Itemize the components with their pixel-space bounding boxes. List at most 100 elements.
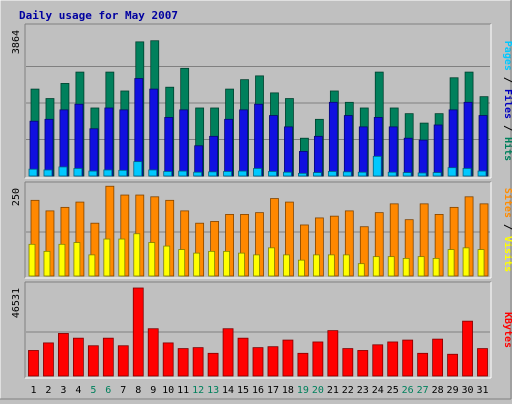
bar-pages-day-31 xyxy=(477,170,487,177)
chart-title: Daily usage for May 2007 xyxy=(19,9,178,22)
bar-pages-day-15 xyxy=(238,170,247,177)
bar-kbytes-day-23 xyxy=(357,350,369,377)
bar-kbytes-day-17 xyxy=(267,346,279,377)
series-sites xyxy=(28,233,485,277)
bar-pages-day-28 xyxy=(432,172,442,177)
x-tick-label-day-21: 21 xyxy=(327,385,339,396)
bar-sites-day-10 xyxy=(163,245,171,277)
bar-kbytes-day-11 xyxy=(177,348,189,377)
bar-files-day-31 xyxy=(478,115,488,177)
bar-sites-day-8 xyxy=(133,233,141,277)
bar-pages-day-20 xyxy=(312,172,322,177)
x-tick-label-day-26: 26 xyxy=(402,385,414,396)
legend-entry: Files xyxy=(502,89,512,119)
bar-kbytes-day-25 xyxy=(387,341,399,377)
bar-sites-day-26 xyxy=(402,257,410,277)
bar-pages-day-21 xyxy=(327,171,337,177)
bar-files-day-12 xyxy=(194,145,204,177)
legend: Pages / Files / Hits xyxy=(502,41,512,161)
bar-sites-day-21 xyxy=(327,254,335,277)
bar-sites-day-29 xyxy=(447,249,455,277)
x-tick-label-day-31: 31 xyxy=(476,385,488,396)
bar-files-day-6 xyxy=(104,107,114,177)
x-axis-day-labels: 1 2 3 4 5 6 7 8 9 10 11 12 13 14 15 16 17 18 19 20 21 22 23 24 2… xyxy=(30,385,488,396)
bar-files-day-10 xyxy=(164,117,174,177)
bar-kbytes-day-27 xyxy=(417,352,429,377)
bar-kbytes-day-7 xyxy=(117,345,129,377)
bar-kbytes-day-29 xyxy=(447,353,458,377)
legend-entry: KBytes xyxy=(502,312,512,348)
bar-kbytes-day-9 xyxy=(147,328,159,377)
series-kbytes xyxy=(28,287,488,377)
x-tick-label-day-8: 8 xyxy=(135,385,141,396)
bar-pages-day-26 xyxy=(402,172,412,177)
bar-sites-day-7 xyxy=(118,238,126,277)
bar-kbytes-day-31 xyxy=(477,348,488,377)
bar-kbytes-day-16 xyxy=(252,347,264,377)
x-tick-label-day-29: 29 xyxy=(447,385,459,396)
bar-files-day-25 xyxy=(388,126,398,177)
bar-pages-day-8 xyxy=(133,161,143,177)
bar-sites-day-16 xyxy=(253,254,260,277)
bar-pages-day-19 xyxy=(298,172,307,177)
x-tick-label-day-2: 2 xyxy=(45,385,51,396)
bar-files-day-28 xyxy=(433,124,443,177)
bar-files-day-16 xyxy=(254,103,263,177)
bar-pages-day-2 xyxy=(43,169,53,177)
bar-sites-day-3 xyxy=(58,243,66,277)
bar-sites-day-4 xyxy=(73,242,81,277)
bar-sites-day-9 xyxy=(148,242,156,277)
x-tick-label-day-24: 24 xyxy=(372,385,384,396)
bar-kbytes-day-8 xyxy=(132,287,144,377)
bar-pages-day-6 xyxy=(103,169,113,177)
bar-files-day-9 xyxy=(149,88,159,177)
bar-sites-day-23 xyxy=(357,263,365,277)
legend-entry: / xyxy=(502,218,512,236)
bar-sites-day-6 xyxy=(103,238,111,277)
x-tick-label-day-5: 5 xyxy=(90,385,96,396)
bar-files-day-1 xyxy=(29,120,39,177)
x-tick-label-day-15: 15 xyxy=(237,385,249,396)
bar-sites-day-2 xyxy=(43,250,51,277)
legend-entry: Hits xyxy=(502,137,512,161)
bar-pages-day-7 xyxy=(118,169,128,177)
bar-sites-day-20 xyxy=(312,254,320,277)
bar-kbytes-day-13 xyxy=(207,352,219,377)
bar-pages-day-17 xyxy=(268,171,277,177)
bar-pages-day-30 xyxy=(462,168,472,177)
x-tick-label-day-23: 23 xyxy=(357,385,369,396)
bar-pages-day-14 xyxy=(223,171,232,177)
bar-sites-day-27 xyxy=(417,256,425,277)
bar-files-day-2 xyxy=(44,118,54,177)
bar-files-day-5 xyxy=(89,128,99,177)
bar-sites-day-1 xyxy=(28,243,36,277)
x-tick-label-day-9: 9 xyxy=(150,385,156,396)
bar-pages-day-11 xyxy=(178,170,188,177)
x-tick-label-day-7: 7 xyxy=(120,385,126,396)
legend-entry: Visits xyxy=(502,236,512,272)
bar-sites-day-25 xyxy=(387,256,395,277)
bar-sites-day-5 xyxy=(88,254,96,277)
x-tick-label-day-14: 14 xyxy=(222,385,234,396)
bar-pages-day-1 xyxy=(28,168,38,177)
series-pages xyxy=(28,155,487,177)
bar-kbytes-day-2 xyxy=(43,342,54,377)
panel-middle: 250 Sites / Visits xyxy=(11,181,512,279)
bar-kbytes-day-15 xyxy=(237,337,249,377)
x-tick-label-day-4: 4 xyxy=(75,385,81,396)
bar-files-day-4 xyxy=(74,103,84,177)
bar-pages-day-13 xyxy=(208,171,218,177)
x-tick-label-day-13: 13 xyxy=(207,385,219,396)
bar-pages-day-5 xyxy=(88,170,98,177)
bar-sites-day-13 xyxy=(208,250,216,277)
x-tick-label-day-6: 6 xyxy=(105,385,111,396)
bar-pages-day-12 xyxy=(193,171,203,177)
bar-pages-day-9 xyxy=(148,169,158,177)
bar-kbytes-day-10 xyxy=(162,342,174,377)
bar-kbytes-day-22 xyxy=(342,348,354,377)
legend: KBytes xyxy=(502,312,512,348)
bar-files-day-20 xyxy=(313,135,323,177)
bar-pages-day-3 xyxy=(58,166,68,177)
bar-files-day-27 xyxy=(418,139,428,177)
bar-kbytes-day-24 xyxy=(372,344,384,377)
